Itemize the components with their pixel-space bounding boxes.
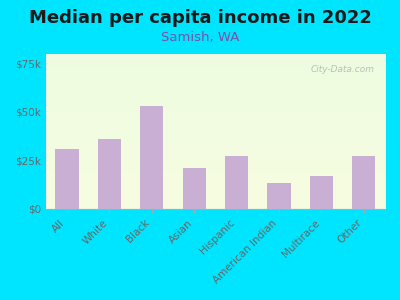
Bar xyxy=(55,149,79,208)
Bar xyxy=(267,184,291,208)
Text: City-Data.com: City-Data.com xyxy=(311,65,375,74)
Bar xyxy=(352,156,376,208)
Bar xyxy=(225,156,248,208)
Bar xyxy=(140,106,164,208)
Text: Samish, WA: Samish, WA xyxy=(161,32,239,44)
Text: Median per capita income in 2022: Median per capita income in 2022 xyxy=(28,9,372,27)
Bar xyxy=(310,176,333,208)
Bar xyxy=(182,168,206,208)
Bar xyxy=(98,139,121,208)
